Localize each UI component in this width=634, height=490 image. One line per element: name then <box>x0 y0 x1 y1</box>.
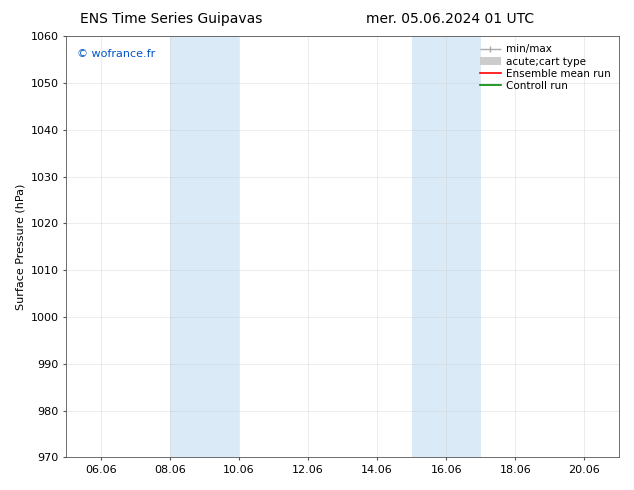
Y-axis label: Surface Pressure (hPa): Surface Pressure (hPa) <box>15 184 25 310</box>
Text: ENS Time Series Guipavas: ENS Time Series Guipavas <box>80 12 262 26</box>
Legend: min/max, acute;cart type, Ensemble mean run, Controll run: min/max, acute;cart type, Ensemble mean … <box>477 41 614 94</box>
Text: © wofrance.fr: © wofrance.fr <box>77 49 155 59</box>
Bar <box>170 36 239 457</box>
Text: mer. 05.06.2024 01 UTC: mer. 05.06.2024 01 UTC <box>366 12 534 26</box>
Bar <box>411 36 481 457</box>
